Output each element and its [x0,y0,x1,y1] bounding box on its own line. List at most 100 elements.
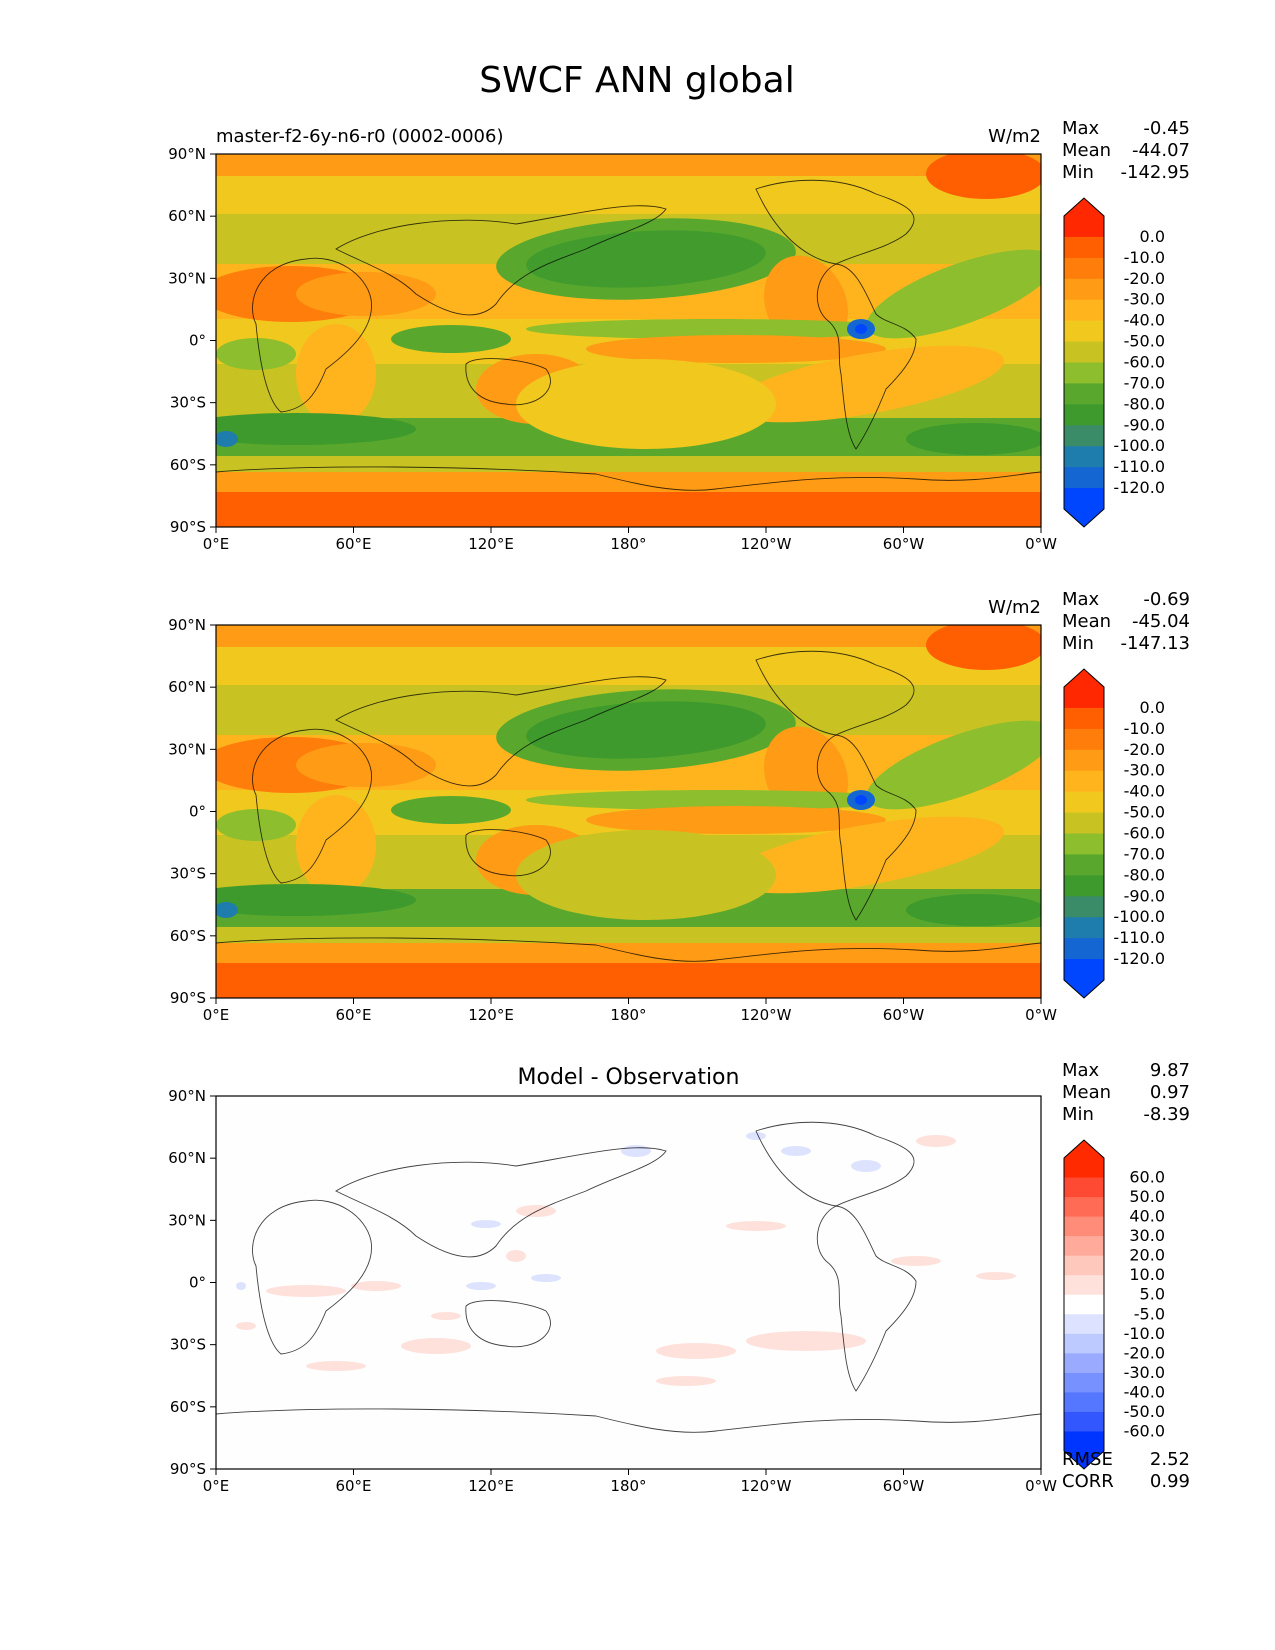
coastline [755,650,915,736]
colorbar-top-cap [1064,669,1104,687]
colorbar-label-0: -100.0 [1113,436,1165,455]
field-band [216,647,1041,685]
field-contour [216,431,238,447]
y-tick-label-1: 60°S [170,927,206,945]
coastline [216,937,1041,962]
x-tick-label-2: 60°W [883,1477,925,1495]
field-contour [726,1221,786,1231]
field-contour [728,345,1004,423]
field-contour [916,1135,956,1147]
colorbar-bottom-cap [1064,509,1104,527]
y-tick-label-2: 0° [189,1274,206,1292]
colorbar-label-1: -40.0 [1124,782,1165,801]
y-tick-label-0: 90°S [170,518,206,536]
y-tick-label-0: 30°S [170,394,206,412]
colorbar-bottom-cap [1064,980,1104,998]
colorbar-swatch [1064,1275,1104,1296]
y-tick-label-1: 30°S [170,865,206,883]
coastline [465,829,551,877]
map-panel-2 [216,625,1041,998]
colorbar-swatch [1064,257,1104,280]
coastline [335,676,667,787]
colorbar-swatch [1064,875,1104,897]
colorbar-swatch [1064,425,1104,447]
field-contour [926,625,1041,670]
colorbar-label-1: -100.0 [1113,907,1165,926]
field-band [216,927,1041,943]
colorbar-swatch [1064,383,1104,405]
x-tick-label-1: 0°E [203,1006,230,1024]
colorbar-swatch [1064,1255,1104,1276]
y-tick-label-1: 60°N [168,678,206,696]
y-tick-label-0: 60°S [170,456,206,474]
colorbar-label-1: 0.0 [1140,698,1165,717]
panel-title-center: Model - Observation [518,1065,740,1090]
colorbar-swatch [1064,1372,1104,1393]
coastline [465,358,551,406]
field-contour [586,335,886,363]
colorbar-swatch [1064,446,1104,468]
field-contour [851,1160,881,1172]
x-tick-label-1: 60°W [883,1006,925,1024]
field-band [216,963,1041,998]
colorbar-swatch [1064,938,1104,960]
colorbar-swatch [1064,749,1104,772]
field-contour [516,830,776,920]
field-contour [216,338,296,370]
field-contour [781,1146,811,1156]
colorbar-label-2: -10.0 [1124,1324,1165,1343]
colorbar-outline [1063,197,1105,528]
metric-label-corr: CORR [1062,1471,1114,1492]
x-tick-label-2: 0°E [203,1477,230,1495]
colorbar-label-2: 5.0 [1140,1285,1165,1304]
colorbar-label-1: -80.0 [1124,865,1165,884]
y-tick-label-2: 30°N [168,1211,206,1229]
x-tick-label-0: 0°E [203,535,230,553]
y-tick-label-2: 60°S [170,1398,206,1416]
colorbar-label-0: -80.0 [1124,394,1165,413]
field-contour [526,790,906,810]
field-band [216,176,1041,214]
field-contour [526,701,766,759]
colorbar-label-0: -50.0 [1124,332,1165,351]
field-contour [296,743,436,787]
colorbar-label-1: -70.0 [1124,844,1165,863]
x-tick-label-1: 180° [610,1006,646,1024]
colorbar-label-0: -70.0 [1124,373,1165,392]
colorbar-swatch [1064,770,1104,793]
colorbar-swatch [1064,236,1104,259]
field-contour [431,1312,461,1320]
y-tick-label-2: 30°S [170,1336,206,1354]
stat-label-min: Min [1062,1104,1094,1125]
colorbar-label-0: -20.0 [1124,269,1165,288]
x-tick-label-0: 180° [610,535,646,553]
colorbar-outline [1063,668,1105,999]
stat-label-max: Max [1062,118,1100,139]
y-tick-label-2: 90°N [168,1087,206,1105]
colorbar-swatch [1064,488,1104,510]
colorbar-swatch [1064,320,1104,343]
colorbar-swatch [1064,341,1104,363]
field-contour [391,796,511,824]
colorbar-label-1: -120.0 [1113,949,1165,968]
y-tick-label-2: 90°S [170,1460,206,1478]
colorbar-swatch [1064,687,1104,709]
coastline [335,1147,667,1258]
x-tick-label-2: 0°W [1025,1477,1057,1495]
y-tick-label-1: 90°S [170,989,206,1007]
colorbar-label-0: -30.0 [1124,290,1165,309]
coastline [216,1408,1041,1433]
field-contour [216,413,416,445]
colorbar-top-cap [1064,1140,1104,1158]
y-tick-label-0: 0° [189,332,206,350]
metric-value-rmse: 2.52 [1150,1449,1190,1470]
field-contour [401,1338,471,1354]
coastline [816,734,917,921]
field-contour [306,1361,366,1371]
colorbar-swatch [1064,854,1104,876]
units-label: W/m2 [988,597,1041,618]
colorbar-label-1: -60.0 [1124,824,1165,843]
stat-value-max: 9.87 [1150,1060,1190,1081]
colorbar-label-2: -5.0 [1134,1304,1165,1323]
y-tick-label-0: 60°N [168,207,206,225]
